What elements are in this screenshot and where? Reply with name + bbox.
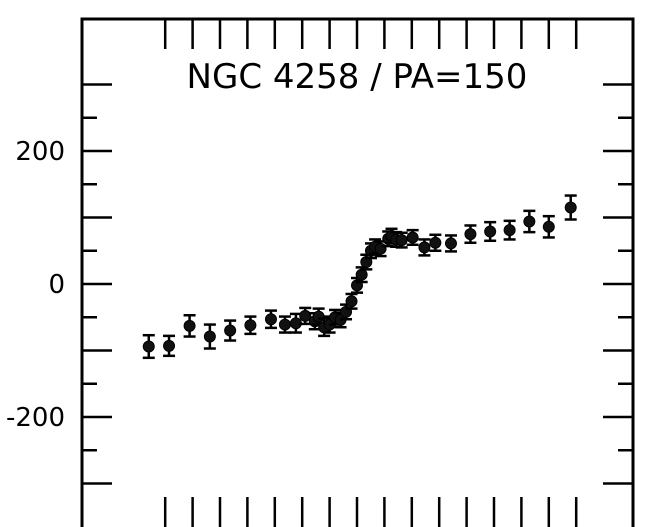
data-point <box>503 219 516 241</box>
point-marker <box>264 313 277 326</box>
data-point <box>484 220 497 243</box>
data-point <box>224 319 237 342</box>
chart-title: NGC 4258 / PA=150 <box>187 57 528 97</box>
point-marker <box>224 324 237 337</box>
point-marker <box>345 295 358 308</box>
data-point <box>345 292 358 310</box>
point-marker <box>523 215 536 228</box>
data-point <box>244 315 257 336</box>
point-marker <box>503 224 516 237</box>
data-point <box>564 194 577 221</box>
point-marker <box>564 201 577 214</box>
point-marker <box>244 319 257 332</box>
data-point <box>142 333 155 360</box>
data-points <box>142 194 577 360</box>
data-point <box>542 214 555 239</box>
data-point <box>299 306 312 326</box>
point-marker <box>299 309 312 322</box>
point-marker <box>418 241 431 254</box>
data-point <box>203 323 216 350</box>
data-point <box>464 224 477 245</box>
data-point <box>312 307 325 326</box>
point-marker <box>464 228 477 241</box>
point-marker <box>312 310 325 323</box>
point-marker <box>355 268 368 281</box>
point-marker <box>406 231 419 244</box>
point-marker <box>395 234 408 247</box>
data-point <box>374 240 387 258</box>
point-marker <box>444 237 457 250</box>
y-tick-label: 200 <box>15 137 65 167</box>
data-point <box>429 233 442 252</box>
axis-ticks <box>82 19 633 527</box>
data-point <box>406 228 419 247</box>
point-marker <box>163 339 176 352</box>
y-tick-labels: 200 0 -200 <box>6 137 65 433</box>
point-marker <box>484 225 497 238</box>
data-point <box>523 209 536 234</box>
point-marker <box>542 220 555 233</box>
data-point <box>183 314 196 338</box>
point-marker <box>429 236 442 249</box>
data-point <box>163 334 176 358</box>
point-marker <box>142 340 155 353</box>
data-point <box>418 238 431 257</box>
point-marker <box>203 330 216 343</box>
data-point <box>264 309 277 330</box>
y-tick-label: -200 <box>6 403 65 433</box>
data-point <box>395 231 408 249</box>
data-point <box>444 234 457 253</box>
point-marker <box>183 319 196 332</box>
y-tick-label: 0 <box>48 270 65 300</box>
point-marker <box>278 318 291 331</box>
data-point <box>278 315 291 334</box>
